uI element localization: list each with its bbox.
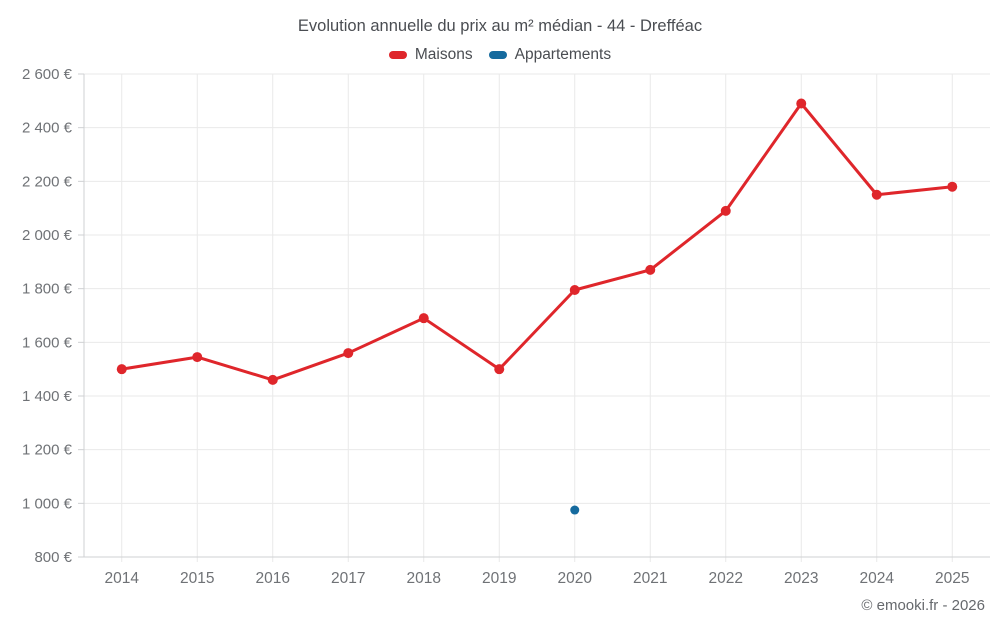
legend-label-appartements: Appartements [514,46,612,63]
y-tick-label: 1 000 € [22,495,73,512]
legend-item-appartements[interactable]: Appartements [488,46,612,64]
legend-label-maisons: Maisons [414,46,473,63]
x-tick-label: 2016 [256,570,290,587]
maisons-point-2025[interactable] [947,181,958,192]
maisons-point-2014[interactable] [116,364,127,375]
y-tick-label: 800 € [34,549,72,566]
y-tick-label: 2 200 € [22,173,73,190]
x-tick-label: 2019 [482,570,516,587]
x-tick-label: 2022 [709,570,743,587]
y-tick-label: 2 600 € [22,66,73,83]
appartements-point-2020[interactable] [570,505,580,515]
maisons-series-swatch-icon [388,51,407,59]
x-tick-label: 2014 [105,570,140,587]
x-tick-label: 2020 [558,570,593,587]
appartements-series-swatch-icon [488,51,507,59]
y-tick-label: 2 400 € [22,120,73,137]
y-tick-label: 1 200 € [22,442,73,459]
y-tick-label: 1 800 € [22,281,73,298]
y-tick-label: 1 400 € [22,388,73,405]
y-tick-label: 2 000 € [22,227,73,244]
x-tick-label: 2021 [633,570,667,587]
maisons-point-2023[interactable] [796,98,807,109]
x-tick-label: 2017 [331,570,365,587]
legend-item-maisons[interactable]: Maisons [388,46,473,64]
maisons-point-2015[interactable] [192,352,203,363]
maisons-point-2016[interactable] [267,374,278,385]
y-tick-label: 1 600 € [22,334,73,351]
maisons-series-line [120,102,954,382]
maisons-point-2019[interactable] [494,364,505,375]
x-tick-label: 2018 [407,570,441,587]
maisons-point-2021[interactable] [645,264,656,275]
x-tick-label: 2025 [935,570,969,587]
maisons-point-2024[interactable] [871,189,882,200]
chart-title: Evolution annuelle du prix au m² médian … [297,17,703,35]
maisons-point-2017[interactable] [343,348,354,359]
maisons-point-2020[interactable] [569,285,580,296]
maisons-point-2022[interactable] [720,205,731,216]
chart-legend: Maisons Appartements [0,46,1000,64]
x-tick-label: 2024 [860,570,895,587]
x-tick-label: 2015 [180,570,214,587]
x-tick-label: 2023 [784,570,818,587]
maisons-point-2018[interactable] [418,313,429,324]
copyright-watermark: © emooki.fr - 2026 [861,597,985,614]
